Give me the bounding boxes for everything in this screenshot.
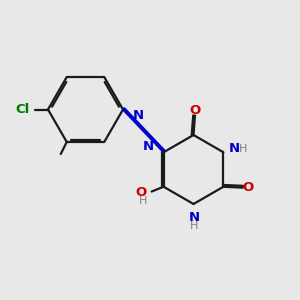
Text: H: H — [190, 221, 199, 231]
Text: N: N — [142, 140, 153, 153]
Text: O: O — [136, 186, 147, 199]
Text: N: N — [189, 211, 200, 224]
Text: N: N — [229, 142, 240, 155]
Text: O: O — [189, 104, 201, 117]
Text: H: H — [139, 196, 147, 206]
Text: O: O — [242, 181, 253, 194]
Text: N: N — [133, 109, 144, 122]
Text: H: H — [239, 144, 248, 154]
Text: Cl: Cl — [15, 103, 29, 116]
